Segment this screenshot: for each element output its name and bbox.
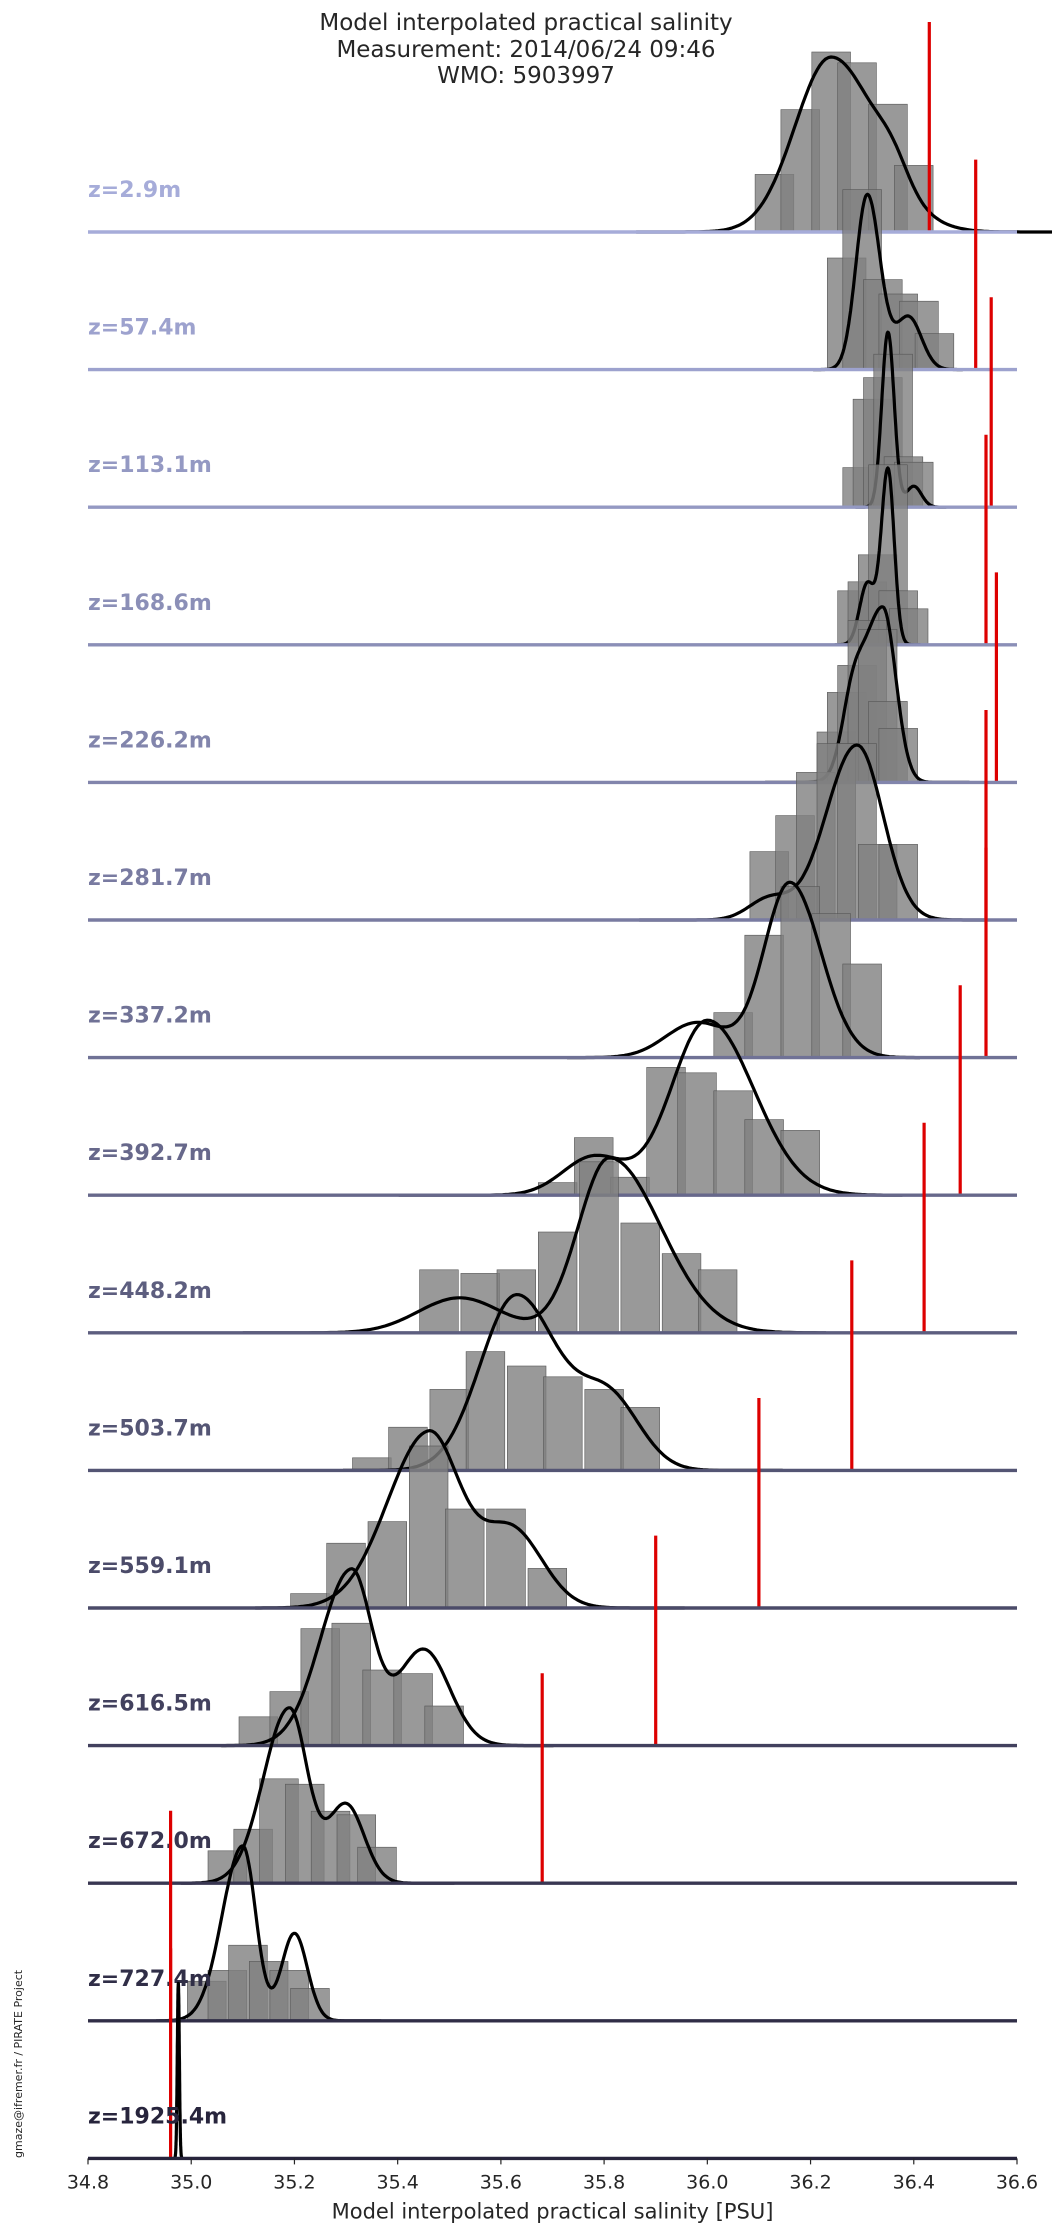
histogram-bar [352, 1457, 392, 1471]
histogram-bar [620, 1222, 660, 1334]
depth-label: z=1925.4m [88, 2104, 227, 2129]
x-tick-label: 35.0 [170, 2171, 212, 2193]
depth-label: z=281.7m [88, 866, 212, 891]
histogram-bar [424, 1705, 464, 1746]
chart-title-line-3: WMO: 5903997 [437, 63, 615, 89]
histogram-bar [543, 1376, 583, 1471]
x-tick-label: 35.4 [377, 2171, 419, 2193]
depth-label: z=727.4m [88, 1967, 212, 1992]
density-curve [812, 192, 964, 372]
x-tick-label: 36.6 [996, 2171, 1038, 2193]
depth-label: z=226.2m [88, 728, 212, 753]
histogram-bar [780, 1130, 820, 1196]
depth-label: z=2.9m [88, 178, 181, 203]
histogram-bar [579, 1161, 619, 1334]
depth-label: z=168.6m [88, 591, 212, 616]
density-curve [172, 1981, 185, 2160]
histogram-bar [584, 1389, 624, 1471]
x-axis-label: Model interpolated practical salinity [P… [332, 2199, 774, 2223]
depth-label: z=392.7m [88, 1141, 212, 1166]
x-tick-label: 35.6 [480, 2171, 522, 2193]
depth-label: z=57.4m [88, 316, 196, 341]
histogram-bar [506, 1365, 547, 1471]
histogram-bar [677, 1072, 717, 1196]
histogram-bar [620, 1407, 660, 1471]
x-tick-label: 36.4 [893, 2171, 935, 2193]
histogram-bar [445, 1508, 485, 1609]
depth-label: z=672.0m [88, 1829, 212, 1854]
x-tick-label: 34.8 [67, 2171, 109, 2193]
histogram-bar [894, 165, 934, 233]
depth-label: z=559.1m [88, 1554, 212, 1579]
histogram-bar [878, 728, 918, 783]
density-curve [567, 880, 920, 1060]
depth-label: z=448.2m [88, 1279, 212, 1304]
chart-title-line-1: Model interpolated practical salinity [319, 10, 733, 36]
depth-label: z=337.2m [88, 1004, 212, 1029]
depth-label: z=503.7m [88, 1416, 212, 1441]
histogram-bar [878, 844, 918, 921]
histogram-bar [527, 1568, 568, 1609]
x-tick-label: 36.0 [686, 2171, 728, 2193]
chart-title-line-2: Measurement: 2014/06/24 09:46 [336, 37, 716, 63]
x-tick-label: 36.2 [789, 2171, 831, 2193]
depth-label: z=113.1m [88, 453, 212, 478]
histogram-bar [408, 1445, 449, 1609]
credit-text: gmaze@ifremer.fr / PIRATE Project [12, 1969, 25, 2158]
histogram-bar [465, 1351, 506, 1471]
x-tick-label: 35.2 [273, 2171, 315, 2193]
histogram-bar [842, 963, 882, 1058]
x-tick-label: 35.8 [583, 2171, 625, 2193]
depth-label: z=616.5m [88, 1692, 212, 1717]
histogram-bar [744, 1119, 784, 1196]
